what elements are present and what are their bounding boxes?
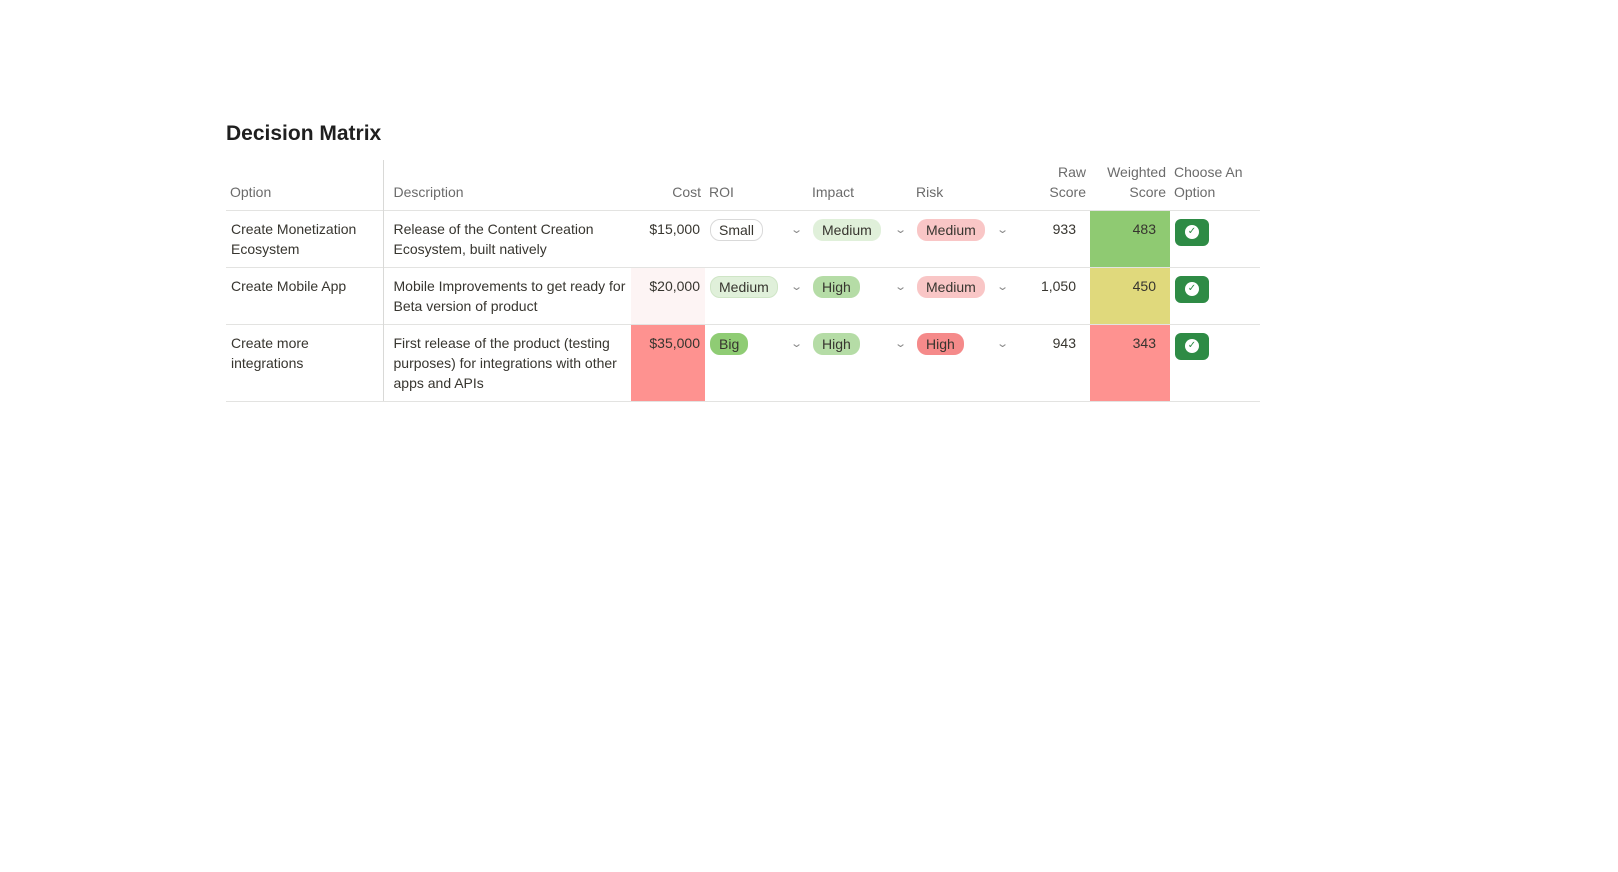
roi-select[interactable]: Medium ⌄ bbox=[705, 267, 808, 325]
choose-cell: ✓ bbox=[1170, 267, 1260, 325]
header-row: Option Description Cost ROI Impact Risk … bbox=[226, 160, 1260, 211]
impact-select[interactable]: Medium ⌄ bbox=[808, 210, 912, 268]
risk-tag: High bbox=[917, 333, 964, 355]
chevron-down-icon[interactable]: ⌄ bbox=[995, 281, 1009, 293]
raw-score-cell: 933 bbox=[1018, 210, 1090, 268]
option-cell[interactable]: Create Monetization Ecosystem bbox=[226, 210, 384, 268]
header-description[interactable]: Description bbox=[393, 184, 464, 200]
roi-tag: Big bbox=[710, 333, 749, 355]
risk-select[interactable]: Medium ⌄ bbox=[912, 267, 1018, 325]
weighted-score-cell: 483 bbox=[1090, 210, 1170, 268]
roi-tag: Small bbox=[710, 219, 764, 241]
risk-select[interactable]: High ⌄ bbox=[912, 324, 1018, 402]
chevron-down-icon[interactable]: ⌄ bbox=[789, 338, 803, 350]
weighted-score-cell: 343 bbox=[1090, 324, 1170, 402]
chevron-down-icon[interactable]: ⌄ bbox=[995, 224, 1009, 236]
roi-tag: Medium bbox=[710, 276, 778, 298]
option-cell[interactable]: Create more integrations bbox=[226, 324, 384, 402]
header-risk[interactable]: Risk bbox=[916, 184, 944, 200]
chevron-down-icon[interactable]: ⌄ bbox=[893, 338, 907, 350]
description-cell[interactable]: Release of the Content Creation Ecosyste… bbox=[383, 210, 631, 268]
choose-option-button[interactable]: ✓ bbox=[1175, 332, 1209, 360]
check-circle-icon: ✓ bbox=[1185, 225, 1199, 239]
chevron-down-icon[interactable]: ⌄ bbox=[893, 281, 907, 293]
chevron-down-icon[interactable]: ⌄ bbox=[995, 338, 1009, 350]
cost-cell[interactable]: $35,000 bbox=[631, 324, 705, 402]
risk-tag: Medium bbox=[917, 219, 985, 241]
page-title: Decision Matrix bbox=[226, 122, 382, 145]
header-option[interactable]: Option bbox=[226, 160, 384, 211]
header-cost[interactable]: Cost bbox=[672, 184, 701, 200]
option-cell[interactable]: Create Mobile App bbox=[226, 267, 384, 325]
cost-cell[interactable]: $15,000 bbox=[631, 210, 705, 268]
check-circle-icon: ✓ bbox=[1185, 282, 1199, 296]
impact-tag: High bbox=[813, 276, 860, 298]
cost-cell[interactable]: $20,000 bbox=[631, 267, 705, 325]
header-raw-score[interactable]: Raw Score bbox=[1049, 164, 1086, 200]
impact-tag: High bbox=[813, 333, 860, 355]
impact-select[interactable]: High ⌄ bbox=[808, 324, 912, 402]
roi-select[interactable]: Small ⌄ bbox=[705, 210, 808, 268]
header-roi[interactable]: ROI bbox=[709, 184, 734, 200]
description-cell[interactable]: First release of the product (testing pu… bbox=[383, 324, 631, 402]
chevron-down-icon[interactable]: ⌄ bbox=[789, 281, 803, 293]
roi-select[interactable]: Big ⌄ bbox=[705, 324, 808, 402]
header-weighted-score[interactable]: Weighted Score bbox=[1107, 164, 1166, 200]
impact-select[interactable]: High ⌄ bbox=[808, 267, 912, 325]
choose-option-button[interactable]: ✓ bbox=[1175, 218, 1209, 246]
weighted-score-cell: 450 bbox=[1090, 267, 1170, 325]
description-cell[interactable]: Mobile Improvements to get ready for Bet… bbox=[383, 267, 631, 325]
header-impact[interactable]: Impact bbox=[812, 184, 855, 200]
choose-option-button[interactable]: ✓ bbox=[1175, 275, 1209, 303]
impact-tag: Medium bbox=[813, 219, 881, 241]
chevron-down-icon[interactable]: ⌄ bbox=[789, 224, 803, 236]
chevron-down-icon[interactable]: ⌄ bbox=[893, 224, 907, 236]
table-row: Create Monetization Ecosystem Release of… bbox=[226, 210, 1260, 268]
check-circle-icon: ✓ bbox=[1185, 339, 1199, 353]
table-row: Create more integrations First release o… bbox=[226, 324, 1260, 402]
choose-cell: ✓ bbox=[1170, 324, 1260, 402]
raw-score-cell: 943 bbox=[1018, 324, 1090, 402]
decision-matrix-table: Option Description Cost ROI Impact Risk … bbox=[226, 160, 1260, 402]
risk-tag: Medium bbox=[917, 276, 985, 298]
choose-cell: ✓ bbox=[1170, 210, 1260, 268]
table-row: Create Mobile App Mobile Improvements to… bbox=[226, 267, 1260, 325]
header-choose[interactable]: Choose An Option bbox=[1174, 164, 1243, 200]
risk-select[interactable]: Medium ⌄ bbox=[912, 210, 1018, 268]
raw-score-cell: 1,050 bbox=[1018, 267, 1090, 325]
